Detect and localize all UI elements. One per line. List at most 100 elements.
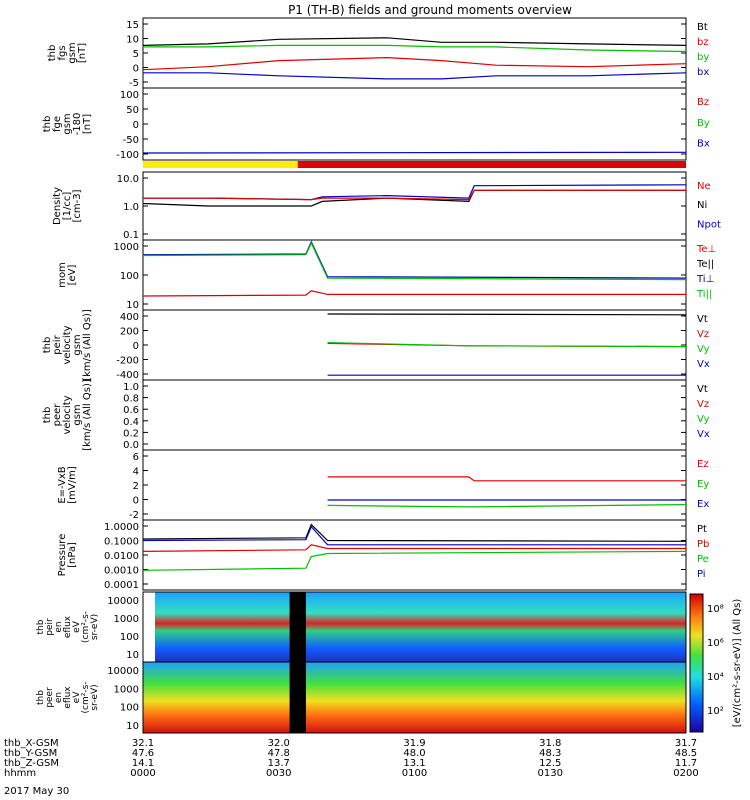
y-axis-label: peer [45, 687, 55, 708]
y-tick-label: 50 [126, 105, 139, 116]
x-tick-label: 0100 [402, 768, 427, 779]
y-tick-label: 1.0000 [104, 522, 139, 533]
y-axis-label: peir [52, 334, 63, 354]
legend-entry: Pe [697, 554, 709, 565]
y-tick-label: 200 [120, 327, 139, 338]
y-tick-label: 0 [133, 64, 139, 75]
legend-entry: Vx [697, 429, 710, 440]
x-tick-label: 0030 [266, 768, 291, 779]
spectrogram-image [155, 592, 686, 662]
y-tick-label: -100 [116, 150, 139, 161]
colorbar: 10⁸ 10⁶ 10⁴ 10² [eV/(cm²-s-sr-eV)] (All Qs) [689, 593, 743, 733]
legend-entry: Ez [697, 459, 709, 470]
mode-bar-fast [297, 161, 686, 168]
panel-frame-3 [142, 239, 687, 311]
y-axis-label: en [54, 692, 64, 703]
legend-entry: Pb [697, 539, 709, 550]
mode-bar-slow [143, 161, 298, 168]
y-tick-label: 4 [133, 467, 139, 478]
y-axis-label: [mV/m] [67, 466, 78, 504]
series-line-Pe [142, 550, 687, 571]
legend-entry: Ti|| [696, 289, 712, 300]
y-axis-label: gsm [67, 42, 78, 63]
y-tick-label: 0.2 [123, 428, 139, 439]
y-tick-label: -5 [129, 78, 139, 89]
colorbar-bar [689, 593, 704, 733]
legend-entry: Bz [697, 97, 709, 108]
y-tick-label: 100 [120, 90, 139, 101]
series-line-Vy [327, 342, 687, 348]
y-axis-label: (cm²-s- [81, 611, 91, 643]
y-tick-label: -50 [123, 135, 139, 146]
y-axis-label: fge [52, 116, 63, 132]
y-axis-label: [nT] [82, 114, 93, 134]
x-tick-label: 0200 [673, 768, 698, 779]
series-line-bz [142, 56, 687, 71]
legend-entry: Vy [697, 414, 710, 425]
legend-entry: Te⊥ [696, 244, 716, 255]
x-row-label: hhmm [4, 768, 36, 779]
y-axis-label: peir [45, 618, 55, 636]
y-tick-label: 0.0100 [104, 551, 139, 562]
series-line-Bt [142, 37, 687, 46]
spectrogram-gap [289, 662, 306, 733]
y-tick-label: 0.1 [123, 230, 139, 241]
legend-entry: Ex [697, 499, 709, 510]
y-axis-label: velocity [62, 325, 73, 364]
x-tick-label: 13.1 [403, 758, 425, 769]
x-row-label: thb_Y-GSM [4, 748, 57, 759]
series-line-Ti|| [142, 241, 687, 281]
series-line-Ti [142, 240, 687, 279]
y-axis-label: -180 [72, 113, 83, 136]
y-axis-label: gsm [72, 334, 83, 355]
y-tick-label: 10 [126, 35, 139, 46]
y-tick-label: 1.0 [123, 202, 139, 213]
x-tick-label: 32.0 [268, 738, 290, 749]
x-tick-label: 0000 [130, 768, 155, 779]
series-line-Vt [327, 313, 687, 316]
y-axis-label: thb [42, 337, 53, 354]
panel-frame-6 [142, 449, 687, 521]
y-tick-label: 100 [120, 632, 139, 643]
y-axis-label: [nT] [77, 43, 88, 63]
y-axis-label: [1/cc] [62, 192, 73, 221]
legend-entry: Vy [697, 344, 710, 355]
y-axis-label: peer [52, 403, 63, 427]
y-axis-label: eV [72, 691, 82, 704]
y-axis-label: [eV] [67, 265, 78, 286]
legend-entry: Bx [697, 139, 710, 150]
y-axis-label: [nPa] [67, 542, 78, 568]
panel-frame-0 [142, 17, 687, 89]
x-tick-label: 47.8 [268, 748, 290, 759]
y-axis-label: fgs [57, 45, 68, 60]
x-tick-label: 31.8 [539, 738, 561, 749]
y-tick-label: 0.0 [123, 440, 139, 451]
x-tick-label: 11.7 [675, 758, 697, 769]
x-tick-label: 14.1 [132, 758, 154, 769]
y-tick-label: 400 [120, 312, 139, 323]
y-tick-label: 15 [126, 20, 139, 31]
y-axis-label: E=-VxB [57, 466, 68, 503]
spectrogram-gap [289, 592, 306, 662]
y-tick-label: 1000 [114, 684, 139, 695]
y-tick-label: 5 [133, 49, 139, 60]
y-axis-label: thb [42, 116, 53, 133]
y-tick-label: 0.8 [123, 394, 139, 405]
series-line-Te [142, 290, 686, 297]
colorbar-tick-label: 10² [707, 706, 724, 717]
y-tick-label: 0 [133, 496, 139, 507]
y-axis-label: mom [57, 262, 68, 288]
y-axis-label: gsm [62, 113, 73, 134]
legend-entry: Ti⊥ [696, 274, 714, 285]
y-tick-label: 100 [120, 271, 139, 282]
y-axis-label: thb [47, 45, 58, 62]
x-tick-label: 32.1 [132, 738, 154, 749]
y-axis-label: [km/s (All Qs)] [82, 309, 93, 381]
legend-entry: Ey [697, 479, 709, 490]
y-axis-label: Density [52, 187, 63, 225]
x-row-label: thb_X-GSM [4, 738, 59, 749]
y-axis-label: sr-eV) [90, 684, 100, 710]
